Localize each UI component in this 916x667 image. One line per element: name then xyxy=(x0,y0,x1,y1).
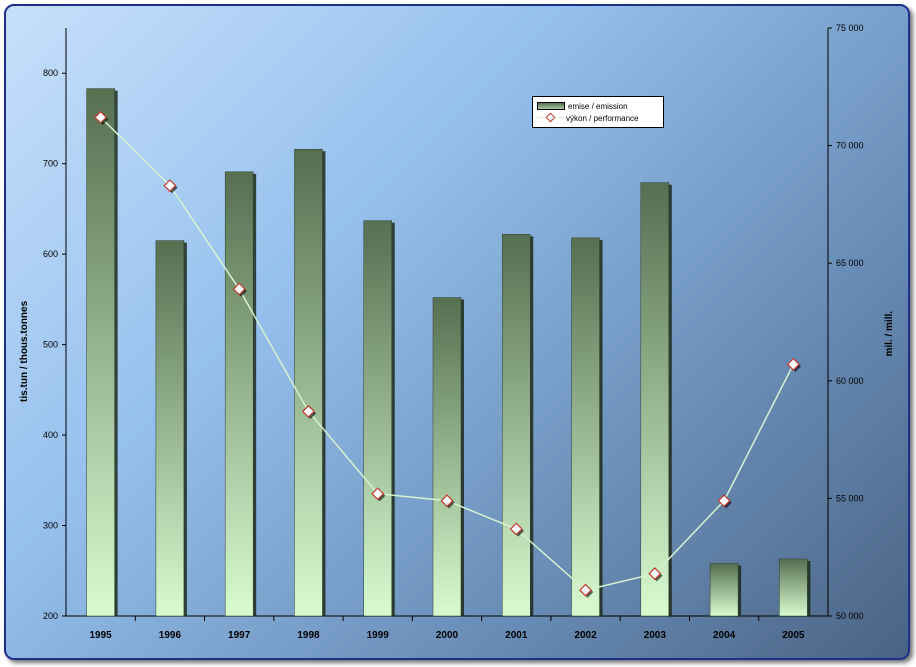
y-right-tick-label: 50 000 xyxy=(836,611,864,621)
bar xyxy=(502,234,531,617)
line-marker xyxy=(509,522,523,536)
x-tick-label: 1995 xyxy=(90,630,113,641)
y-right-tick-label: 60 000 xyxy=(836,376,864,386)
bar xyxy=(224,171,254,617)
bar xyxy=(86,88,115,617)
legend-bar-swatch xyxy=(537,102,565,110)
legend-bar-label: emise / emission xyxy=(568,101,628,111)
y-left-axis-title: tis.tun / thous.tonnes xyxy=(19,300,30,402)
y-right-tick-label: 75 000 xyxy=(836,23,864,33)
legend-line-label: výkon / performance xyxy=(566,113,639,123)
bar xyxy=(363,220,392,617)
y-right-tick-label: 55 000 xyxy=(836,493,864,503)
legend: emise / emission výkon / performance xyxy=(532,96,664,128)
legend-item-line: výkon / performance xyxy=(537,112,638,124)
x-tick-label: 1997 xyxy=(228,630,251,641)
legend-item-bar: emise / emission xyxy=(537,100,628,112)
bar xyxy=(432,297,462,617)
line-marker xyxy=(579,583,593,597)
y-right-tick-label: 65 000 xyxy=(836,258,864,268)
x-tick-label: 2000 xyxy=(436,630,459,641)
y-left-tick-label: 800 xyxy=(43,68,58,78)
line-marker xyxy=(717,494,731,508)
x-tick-label: 1996 xyxy=(159,630,182,641)
y-left-tick-label: 600 xyxy=(43,249,58,259)
bar xyxy=(779,558,808,617)
x-tick-label: 1999 xyxy=(367,630,390,641)
line-marker xyxy=(786,357,800,371)
bar xyxy=(294,148,323,617)
line-marker xyxy=(232,282,246,296)
x-tick-label: 2002 xyxy=(574,630,597,641)
bar xyxy=(155,240,185,617)
line-marker xyxy=(648,567,662,581)
line-marker xyxy=(94,110,108,124)
y-right-tick-label: 70 000 xyxy=(836,141,864,151)
x-tick-label: 1998 xyxy=(297,630,320,641)
y-left-tick-label: 300 xyxy=(43,521,58,531)
bar xyxy=(709,563,739,617)
y-right-axis-title: mil. / mill. xyxy=(884,311,895,357)
x-tick-label: 2001 xyxy=(505,630,528,641)
y-left-tick-label: 700 xyxy=(43,159,58,169)
x-tick-label: 2003 xyxy=(644,630,667,641)
y-left-tick-label: 200 xyxy=(43,611,58,621)
y-left-tick-label: 500 xyxy=(43,340,58,350)
legend-line-swatch xyxy=(537,112,563,124)
bar xyxy=(640,182,670,617)
x-tick-label: 2004 xyxy=(713,630,736,641)
y-left-tick-label: 400 xyxy=(43,430,58,440)
x-tick-label: 2005 xyxy=(782,630,805,641)
line-marker xyxy=(440,494,454,508)
line-marker xyxy=(163,179,177,193)
line-marker xyxy=(301,404,315,418)
line-marker xyxy=(371,487,385,501)
bar xyxy=(571,237,600,617)
